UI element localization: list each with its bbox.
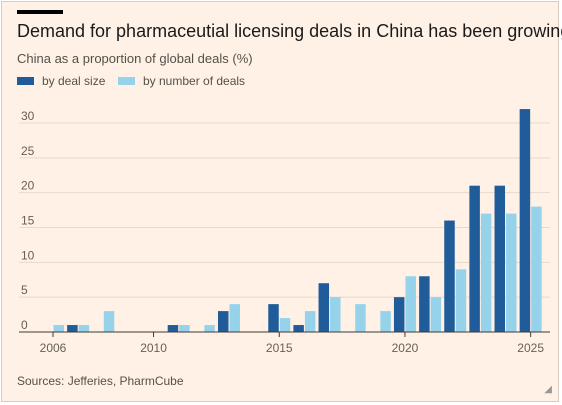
bar-number-of-deals-2025	[531, 206, 542, 332]
y-tick-label-0: 0	[21, 318, 28, 332]
bar-number-of-deals-2017	[330, 297, 341, 332]
bar-number-of-deals-2021	[430, 297, 442, 332]
resize-handle-icon[interactable]: ◢	[544, 384, 552, 395]
y-tick-label-20: 20	[21, 179, 35, 193]
bar-number-of-deals-2022	[455, 269, 467, 332]
bar-deal-size-2023	[469, 185, 480, 332]
bar-number-of-deals-2024	[506, 213, 517, 332]
bar-deal-size-2022	[444, 220, 455, 332]
x-tick-label-2025: 2025	[517, 341, 544, 355]
legend-swatch-deal-size	[17, 77, 34, 85]
y-tick-label-15: 15	[21, 214, 35, 228]
legend-label-number-of-deals: by number of deals	[143, 74, 246, 88]
bar-number-of-deals-2011	[179, 325, 190, 332]
chart-subtitle: China as a proportion of global deals (%…	[17, 51, 253, 66]
bar-number-of-deals-2013	[229, 304, 240, 332]
bar-number-of-deals-2008	[103, 311, 115, 332]
bar-number-of-deals-2016	[304, 311, 316, 332]
chart-title: Demand for pharmaceutial licensing deals…	[17, 21, 562, 41]
y-tick-label-10: 10	[21, 248, 35, 262]
x-tick-label-2015: 2015	[266, 341, 293, 355]
bar-deal-size-2015	[268, 304, 279, 332]
chart-source: Sources: Jefferies, PharmCube	[17, 374, 184, 388]
bar-deal-size-2011	[167, 325, 179, 332]
bar-deal-size-2013	[217, 311, 229, 332]
bar-deal-size-2007	[67, 325, 78, 332]
brand-bar	[17, 10, 63, 14]
bar-number-of-deals-2023	[480, 213, 492, 332]
bar-number-of-deals-2018	[355, 304, 366, 332]
bar-number-of-deals-2015	[279, 318, 291, 332]
x-tick-label-2020: 2020	[392, 341, 419, 355]
bar-deal-size-2016	[293, 325, 304, 332]
legend-label-deal-size: by deal size	[42, 74, 106, 88]
x-tick-label-2006: 2006	[40, 341, 67, 355]
bar-number-of-deals-2019	[380, 311, 391, 332]
y-tick-label-5: 5	[21, 283, 28, 297]
x-tick-label-2010: 2010	[140, 341, 167, 355]
bar-number-of-deals-2007	[78, 325, 90, 332]
y-tick-label-30: 30	[21, 109, 35, 123]
bar-deal-size-2021	[419, 276, 430, 332]
y-tick-label-25: 25	[21, 144, 35, 158]
bar-deal-size-2025	[519, 109, 531, 332]
bar-number-of-deals-2006	[53, 325, 64, 332]
bar-deal-size-2020	[393, 297, 405, 332]
legend-swatch-number-of-deals	[118, 77, 135, 85]
bar-deal-size-2017	[318, 283, 330, 332]
bar-number-of-deals-2012	[204, 325, 215, 332]
bar-deal-size-2024	[494, 185, 506, 332]
bar-number-of-deals-2020	[405, 276, 416, 332]
